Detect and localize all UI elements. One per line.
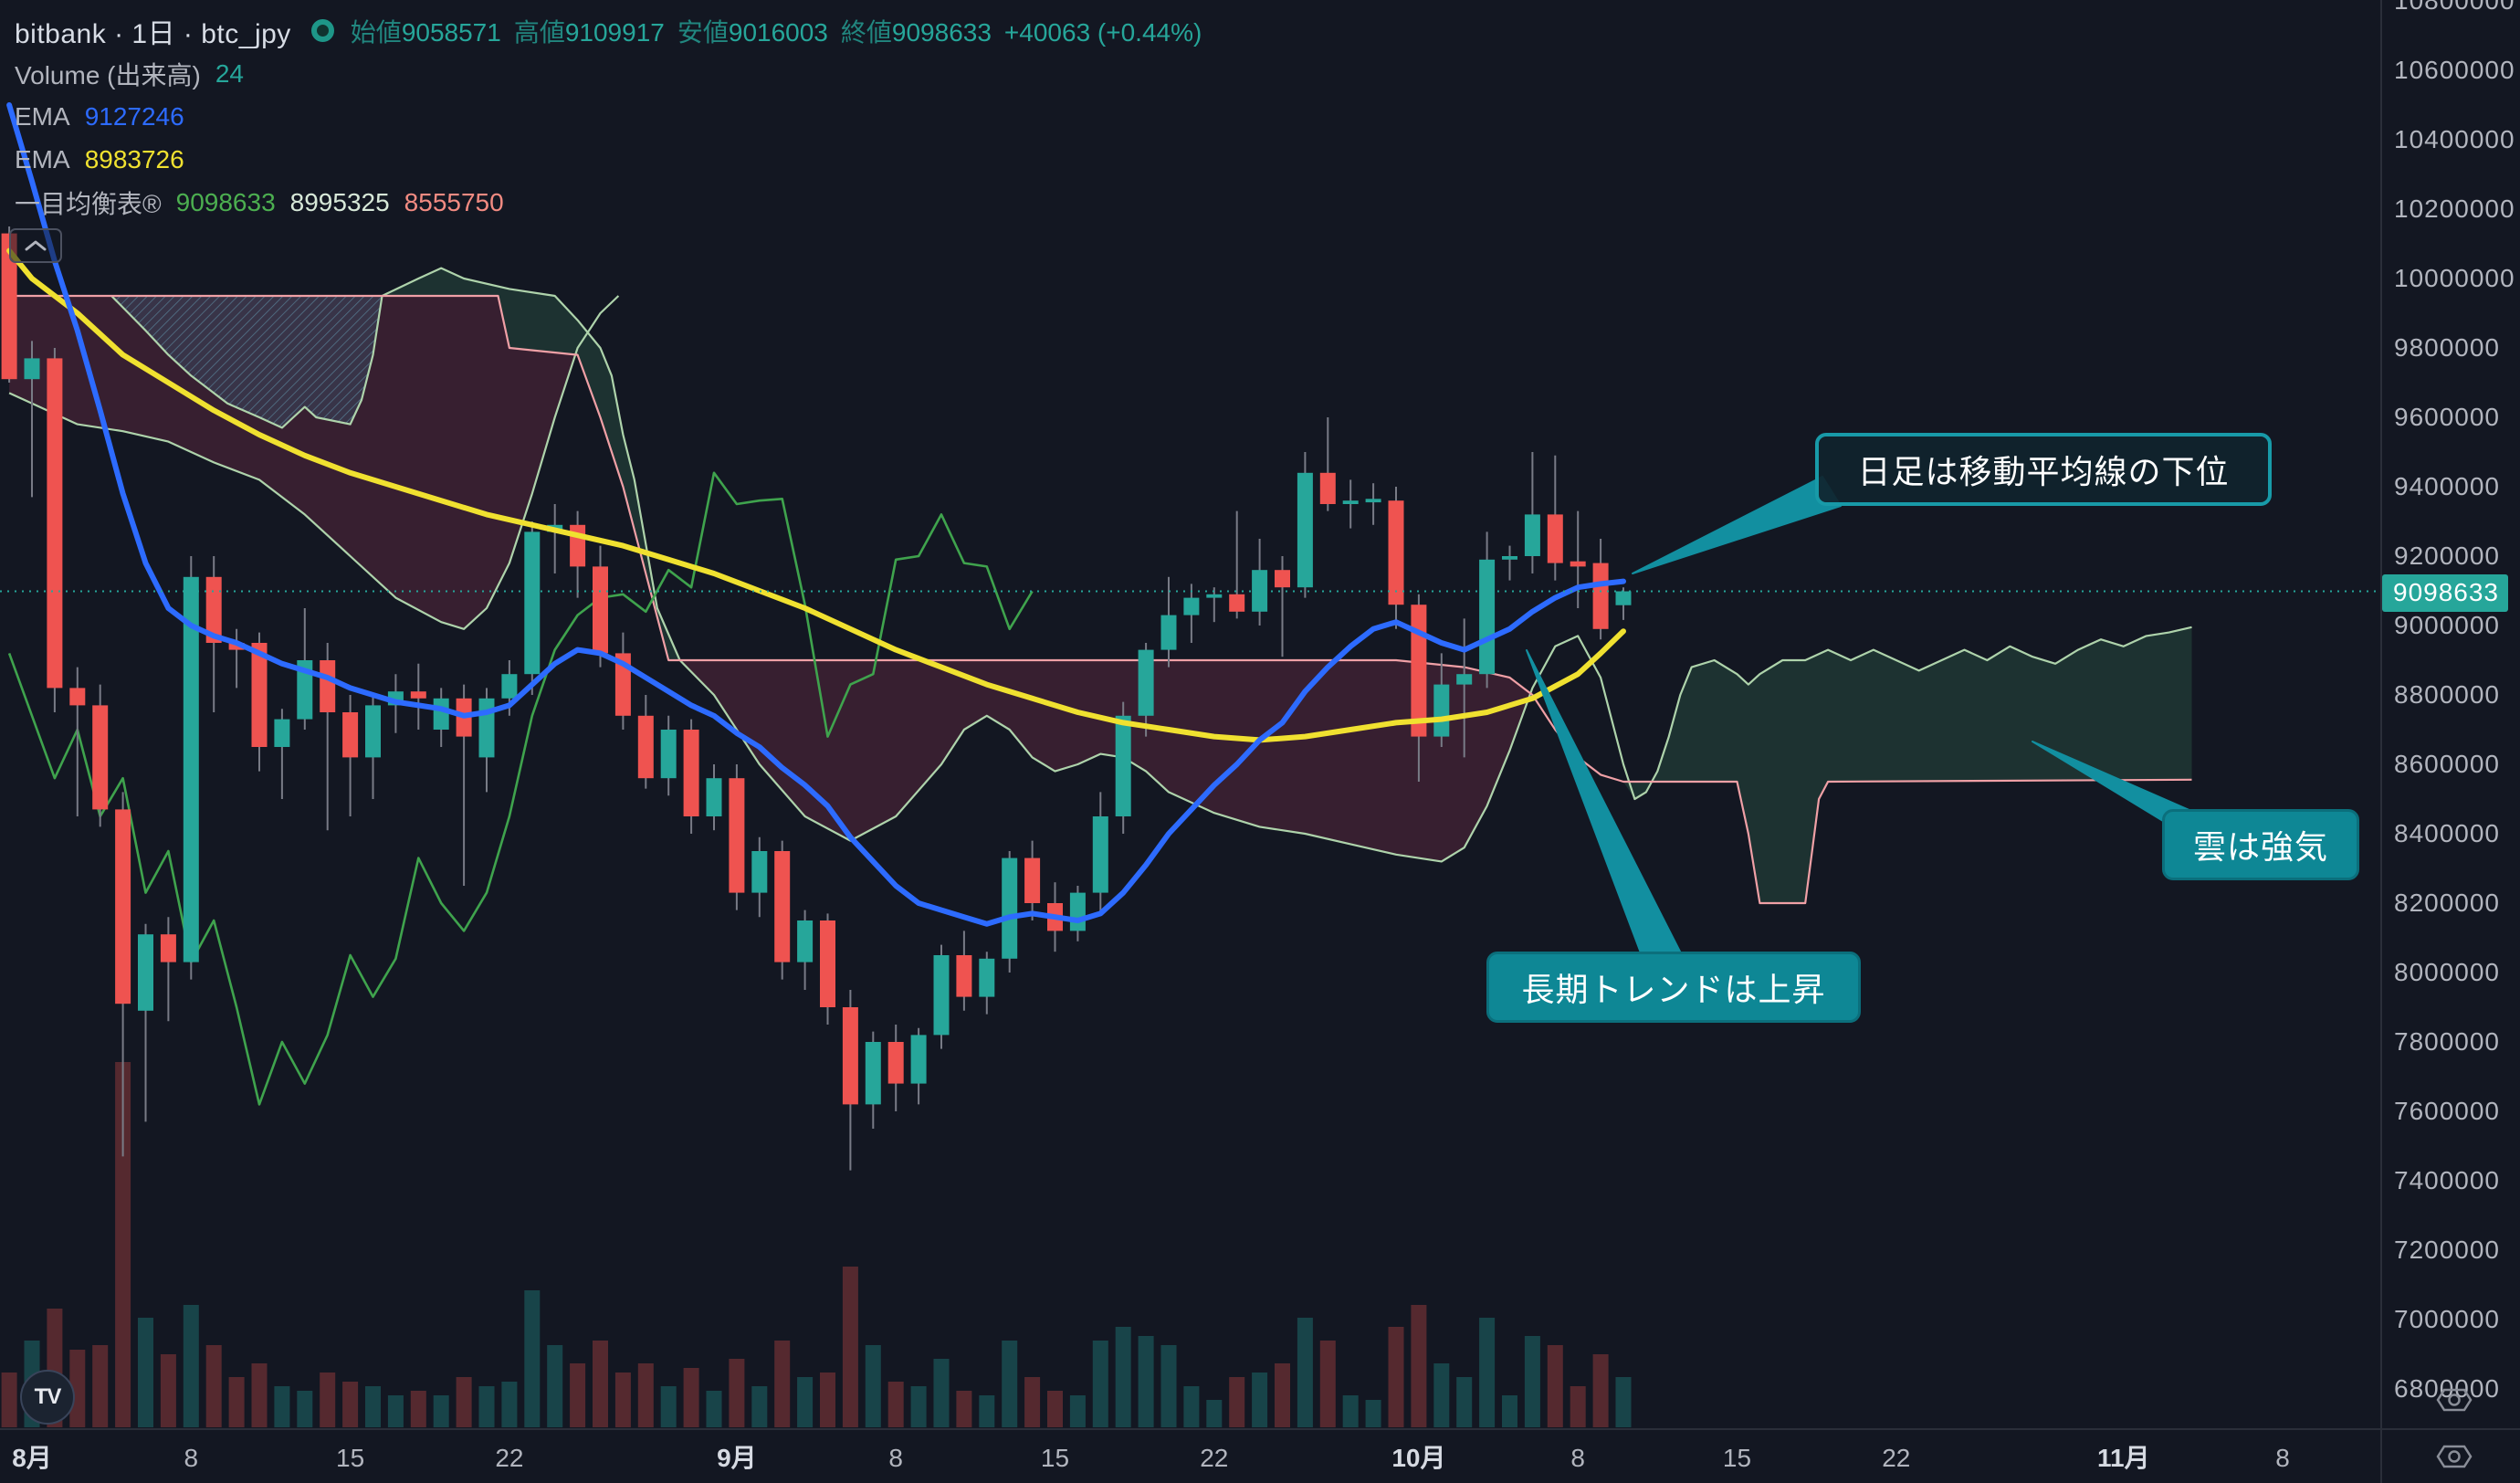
- svg-text:8: 8: [184, 1444, 199, 1472]
- svg-text:8400000: 8400000: [2394, 819, 2500, 847]
- svg-text:7600000: 7600000: [2394, 1097, 2500, 1125]
- svg-text:8: 8: [888, 1444, 903, 1472]
- price-scale-settings-icon[interactable]: [2434, 1384, 2474, 1415]
- high-value: 9109917: [564, 17, 665, 47]
- ema-slow-row[interactable]: EMA 8983726: [15, 138, 1214, 181]
- svg-text:8800000: 8800000: [2394, 680, 2500, 709]
- time-scale-settings-icon[interactable]: [2434, 1441, 2474, 1472]
- svg-text:7800000: 7800000: [2394, 1027, 2500, 1056]
- ichimoku-label: 一目均衡表®: [15, 189, 162, 218]
- open-label: 始値: [350, 17, 402, 47]
- svg-text:15: 15: [1723, 1444, 1751, 1472]
- ichimoku-cloud: [9, 268, 2192, 903]
- svg-text:10800000: 10800000: [2394, 0, 2515, 15]
- tradingview-logo[interactable]: TV: [20, 1370, 75, 1425]
- svg-text:9200000: 9200000: [2394, 542, 2500, 570]
- ichimoku-row[interactable]: 一目均衡表® 9098633 8995325 8555750: [15, 181, 1214, 224]
- ichimoku-value-3: 8555750: [404, 187, 504, 216]
- svg-text:15: 15: [1041, 1444, 1069, 1472]
- close-value: 9098633: [891, 17, 992, 47]
- symbol-title[interactable]: bitbank · 1日 · btc_jpy: [15, 18, 291, 49]
- svg-text:8600000: 8600000: [2394, 750, 2500, 778]
- svg-text:8200000: 8200000: [2394, 889, 2500, 917]
- svg-text:9月: 9月: [717, 1444, 757, 1472]
- svg-text:10000000: 10000000: [2394, 264, 2515, 292]
- annotation-daily-below-ma[interactable]: 日足は移動平均線の下位: [1815, 433, 2272, 506]
- svg-text:15: 15: [336, 1444, 364, 1472]
- ema-slow-label: EMA: [15, 144, 70, 174]
- annotation-text: 長期トレンドは上昇: [1521, 971, 1826, 1008]
- svg-text:7400000: 7400000: [2394, 1166, 2500, 1194]
- legend-collapse-button[interactable]: [9, 228, 62, 263]
- svg-text:22: 22: [1200, 1444, 1228, 1472]
- close-label: 終値: [840, 17, 892, 47]
- last-price-axis-label: 9098633: [2382, 573, 2509, 612]
- annotation-arrows: [1526, 476, 2192, 956]
- svg-text:10200000: 10200000: [2394, 195, 2515, 223]
- svg-text:10400000: 10400000: [2394, 125, 2515, 153]
- svg-text:11月: 11月: [2097, 1444, 2150, 1472]
- ichimoku-senkou-lines: [8, 267, 2192, 905]
- svg-text:10600000: 10600000: [2394, 56, 2515, 84]
- ichimoku-value-1: 9098633: [175, 187, 276, 216]
- svg-text:9800000: 9800000: [2394, 333, 2500, 362]
- annotation-text: 雲は強気: [2192, 828, 2328, 866]
- ema-fast-row[interactable]: EMA 9127246: [15, 95, 1214, 138]
- svg-text:22: 22: [495, 1444, 523, 1472]
- open-value: 9058571: [401, 17, 501, 47]
- ichimoku-chikou-line: [7, 471, 1034, 1106]
- svg-text:8月: 8月: [12, 1444, 52, 1472]
- ema-slow-value: 8983726: [84, 144, 184, 174]
- change-value: +40063 (+0.44%): [1003, 17, 1202, 47]
- svg-text:22: 22: [1882, 1444, 1910, 1472]
- annotation-text: 日足は移動平均線の下位: [1857, 453, 2230, 490]
- annotation-longterm-uptrend[interactable]: 長期トレンドは上昇: [1486, 952, 1861, 1023]
- svg-text:6800000: 6800000: [2394, 1374, 2500, 1403]
- chevron-up-icon: [25, 240, 47, 251]
- svg-text:9600000: 9600000: [2394, 403, 2500, 431]
- svg-text:8: 8: [1570, 1444, 1585, 1472]
- legend: bitbank · 1日 · btc_jpy 始値9058571 高値910991…: [15, 9, 1214, 224]
- svg-text:7200000: 7200000: [2394, 1236, 2500, 1264]
- annotation-bullish-cloud[interactable]: 雲は強気: [2162, 809, 2359, 880]
- volume-indicator-row[interactable]: Volume (出来高) 24: [15, 52, 1214, 95]
- ema-fast-value: 9127246: [84, 101, 184, 131]
- low-value: 9016003: [728, 17, 828, 47]
- svg-text:9000000: 9000000: [2394, 611, 2500, 639]
- volume-pane: [1, 1062, 1632, 1427]
- svg-text:8000000: 8000000: [2394, 958, 2500, 986]
- high-label: 高値: [513, 17, 565, 47]
- ohlc-readout: 始値9058571 高値9109917 安値9016003 終値9098633 +400…: [351, 13, 1215, 49]
- low-label: 安値: [677, 17, 729, 47]
- volume-label: Volume (出来高): [15, 60, 201, 89]
- svg-text:8: 8: [2275, 1444, 2290, 1472]
- volume-value: 24: [215, 58, 244, 88]
- ichimoku-value-2: 8995325: [289, 187, 390, 216]
- svg-text:10月: 10月: [1391, 1444, 1445, 1472]
- ema-fast-label: EMA: [15, 101, 70, 131]
- svg-text:9400000: 9400000: [2394, 472, 2500, 500]
- svg-text:7000000: 7000000: [2394, 1305, 2500, 1333]
- market-status-icon: [310, 19, 334, 42]
- symbol-row[interactable]: bitbank · 1日 · btc_jpy 始値9058571 高値910991…: [15, 9, 1214, 52]
- ema-lines: [6, 102, 1626, 927]
